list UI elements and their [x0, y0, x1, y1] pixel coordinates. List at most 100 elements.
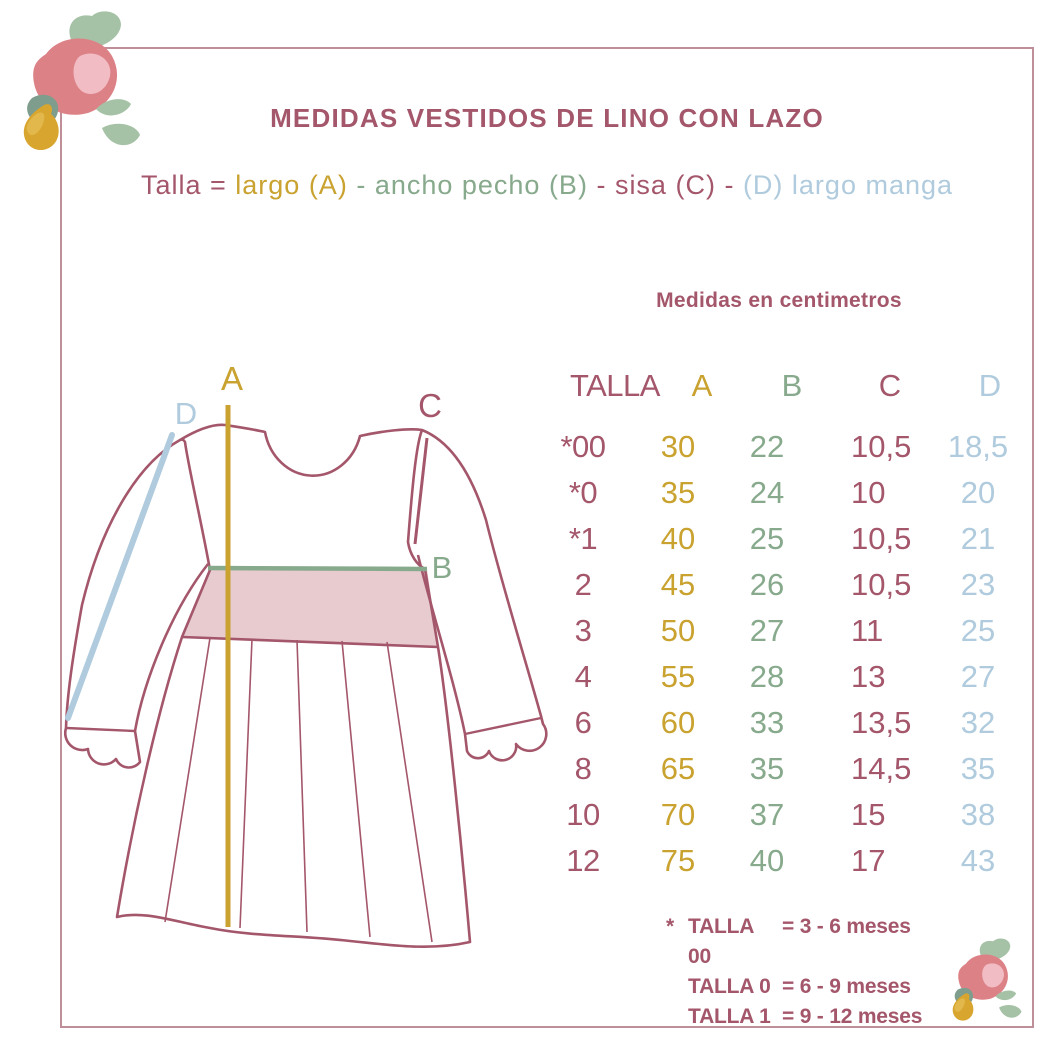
cell-b: 26 [749, 567, 785, 602]
formula-segment-2: - [347, 170, 375, 200]
border-frame [60, 47, 1034, 1028]
cell-a: 55 [660, 659, 696, 694]
cell-b: 24 [749, 475, 785, 510]
formula-segment-0: Talla = [140, 170, 236, 200]
cell-a: 50 [660, 613, 696, 648]
page-title: MEDIDAS VESTIDOS DE LINO CON LAZO [270, 103, 824, 133]
footnote-value: = 6 - 9 meses [782, 975, 911, 998]
cell-d: 25 [960, 613, 996, 648]
table-row: *1 40 25 10,5 21 [538, 516, 1020, 562]
cell-b: 28 [749, 659, 785, 694]
cell-talla: 8 [574, 751, 592, 786]
dress-waistband [182, 569, 438, 647]
leaf-icon [102, 123, 140, 146]
cell-d: 18,5 [947, 429, 1009, 464]
formula-segment-4: - [587, 170, 615, 200]
formula-segment-5: sisa (C) [614, 170, 716, 200]
cell-b: 27 [749, 613, 785, 648]
cell-d: 20 [960, 475, 996, 510]
pear-highlight [954, 998, 965, 1012]
table-row: 2 45 26 10,5 23 [538, 562, 1020, 608]
formula-segment-7: (D) largo manga [742, 170, 954, 200]
footnote-row: * TALLA 00 = 3 - 6 meses [666, 912, 922, 972]
cell-d: 27 [960, 659, 996, 694]
label-b: B [432, 550, 453, 585]
cell-c: 10,5 [851, 429, 912, 464]
cell-c: 14,5 [851, 751, 912, 786]
cell-c: 17 [851, 843, 886, 878]
column-header-a: A [691, 368, 713, 403]
cell-b: 25 [749, 521, 785, 556]
cell-talla: *0 [568, 475, 598, 510]
label-d: D [175, 396, 197, 431]
footnote-asterisk: * [666, 915, 674, 938]
column-header-c: C [878, 368, 902, 403]
size-formula: Talla = largo (A) - ancho pecho (B) - si… [60, 170, 1034, 201]
cell-c: 13,5 [851, 705, 912, 740]
cell-c: 13 [851, 659, 886, 694]
footnote-label: TALLA 00 [688, 915, 754, 968]
cell-d: 35 [960, 751, 996, 786]
footnotes: * TALLA 00 = 3 - 6 meses TALLA 0 = 6 - 9 mes… [666, 912, 922, 1032]
formula-segment-1: largo (A) [235, 170, 348, 200]
footnote-asterisk [666, 972, 688, 1002]
table-header-row: TALLA A B C D [538, 363, 1020, 409]
cell-talla: *00 [560, 429, 606, 464]
cell-d: 32 [960, 705, 996, 740]
cell-a: 70 [660, 797, 696, 832]
table-row: 8 65 35 14,5 35 [538, 746, 1020, 792]
leaf-icon [999, 1005, 1022, 1018]
measure-line-c [413, 437, 429, 545]
column-header-b: B [781, 368, 803, 403]
dress-outline [115, 423, 472, 948]
cell-a: 35 [660, 475, 696, 510]
pear-highlight [26, 112, 45, 136]
column-header-d: D [978, 368, 1002, 403]
formula-segment-6: - [715, 170, 743, 200]
cell-a: 30 [660, 429, 696, 464]
left-cuff-line [65, 726, 136, 733]
skirt-pleats [164, 637, 433, 943]
cell-c: 10,5 [851, 521, 912, 556]
cell-a: 40 [660, 521, 696, 556]
cell-talla: *1 [568, 521, 598, 556]
cell-talla: 6 [574, 705, 592, 740]
cell-d: 43 [960, 843, 996, 878]
cell-b: 35 [749, 751, 785, 786]
cell-c: 11 [851, 613, 884, 648]
table-row: 4 55 28 13 27 [538, 654, 1020, 700]
cell-talla: 10 [566, 797, 600, 832]
right-cuff-line [464, 716, 542, 736]
cell-talla: 12 [566, 843, 600, 878]
cell-c: 10 [851, 475, 886, 510]
label-c: C [418, 387, 442, 424]
rose-petal-icon [982, 963, 1004, 988]
cell-a: 65 [660, 751, 696, 786]
cell-talla: 2 [574, 567, 592, 602]
label-a: A [221, 360, 243, 397]
corner-flower-top-left [23, 11, 140, 151]
corner-flower-bottom-right [952, 938, 1022, 1021]
cell-c: 15 [851, 797, 886, 832]
cell-d: 21 [960, 521, 996, 556]
footnote-value: = 3 - 6 meses [782, 915, 911, 938]
table-row: 10 70 37 15 38 [538, 792, 1020, 838]
column-header-talla: TALLA [570, 368, 660, 403]
footnote-label: TALLA 0 [688, 975, 771, 998]
table-row: *0 35 24 10 20 [538, 470, 1020, 516]
dress-diagram: A D C B [64, 360, 548, 948]
waistband-bottom-line [181, 635, 439, 649]
rose-petal-icon [73, 53, 111, 95]
table-row: 6 60 33 13,5 32 [538, 700, 1020, 746]
cell-b: 37 [749, 797, 785, 832]
size-table: TALLA A B C D *00 30 22 10,5 18,5 *0 35 24 10 20 *1 40 25… [538, 363, 1020, 884]
table-row: 3 50 27 11 25 [538, 608, 1020, 654]
footnote-value: = 9 - 12 meses [782, 1005, 923, 1028]
measure-line-b [207, 565, 428, 572]
formula-segment-3: ancho pecho (B) [374, 170, 588, 200]
cell-a: 75 [660, 843, 696, 878]
measure-line-d [65, 432, 175, 721]
cell-d: 23 [960, 567, 996, 602]
leaf-icon [96, 99, 131, 116]
cell-talla: 3 [574, 613, 592, 648]
